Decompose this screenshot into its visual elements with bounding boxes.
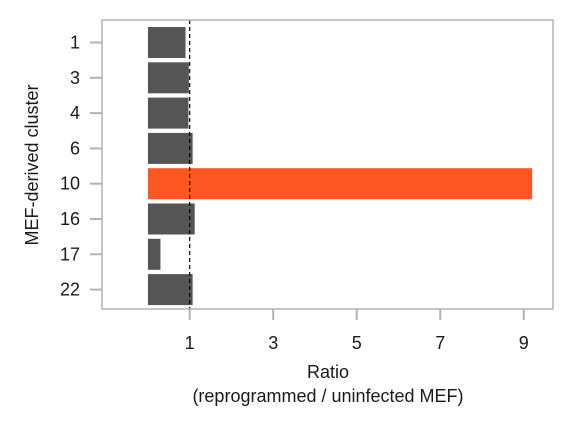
bar-cluster-4 <box>147 97 189 129</box>
bar-cluster-3 <box>147 62 189 94</box>
x-tick-label: 3 <box>268 333 278 353</box>
bar-cluster-16 <box>147 203 195 235</box>
y-tick-label: 16 <box>60 209 80 229</box>
y-axis-ticks: 1 3 4 6 10 16 17 22 <box>60 33 102 300</box>
x-tick-label: 7 <box>435 333 445 353</box>
bar-cluster-1 <box>147 27 186 58</box>
y-axis-title: MEF-derived cluster <box>22 84 42 245</box>
x-tick-label: 5 <box>352 333 362 353</box>
bar-cluster-10 <box>147 168 533 200</box>
y-tick-label: 6 <box>70 138 80 158</box>
y-tick-label: 1 <box>70 33 80 53</box>
x-tick-label: 1 <box>185 333 195 353</box>
plot-frame <box>101 19 554 310</box>
bar-cluster-6 <box>147 132 193 164</box>
y-tick-label: 22 <box>60 280 80 300</box>
x-tick-label: 9 <box>519 333 529 353</box>
bar-cluster-22 <box>147 274 193 306</box>
bar-cluster-17 <box>147 238 161 270</box>
y-tick-label: 3 <box>70 68 80 88</box>
y-tick-label: 10 <box>60 174 80 194</box>
y-tick-label: 4 <box>70 103 80 123</box>
x-axis-ticks: 1 3 5 7 9 <box>185 309 529 353</box>
x-axis-subtitle: (reprogrammed / uninfected MEF) <box>192 386 463 406</box>
x-axis-title: Ratio <box>307 362 349 382</box>
bars-group <box>147 27 533 306</box>
y-tick-label: 17 <box>60 244 80 264</box>
